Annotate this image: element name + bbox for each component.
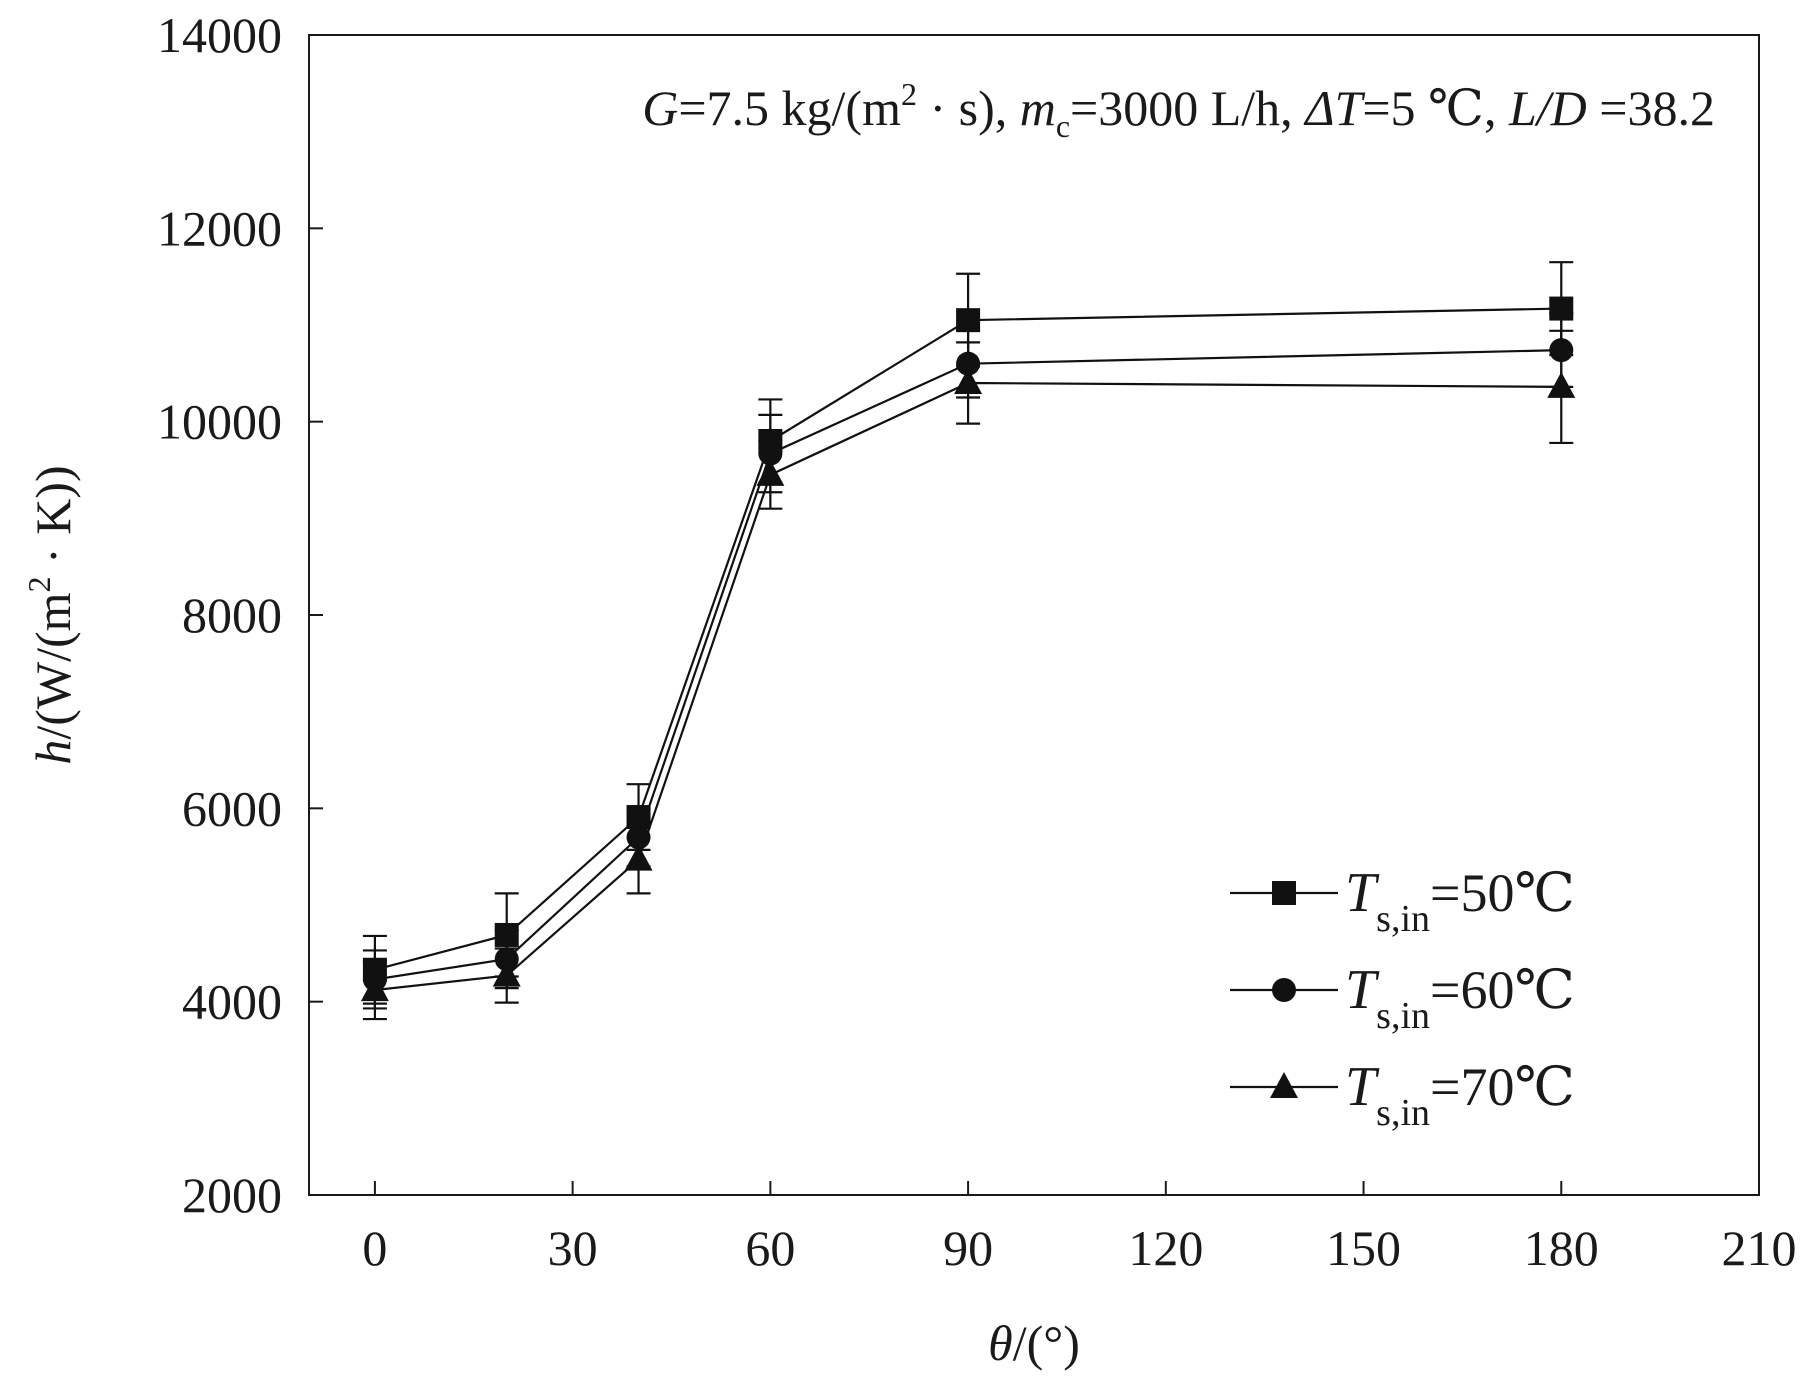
series-line <box>374 349 1562 981</box>
y-tick-label: 14000 <box>157 7 282 63</box>
x-tick-label: 120 <box>1128 1220 1203 1276</box>
triangle-marker <box>624 844 653 871</box>
square-marker <box>956 308 981 333</box>
legend-subscript: s,in <box>1376 995 1430 1037</box>
series-triangle <box>360 329 1576 1021</box>
legend-label: Ts,in=60℃ <box>1345 959 1575 1037</box>
y-tick-label: 6000 <box>182 780 282 836</box>
legend-label: Ts,in=50℃ <box>1345 862 1575 940</box>
square-marker <box>1272 881 1296 905</box>
circle-marker <box>1272 978 1296 1002</box>
plot-frame <box>308 34 1760 1196</box>
triangle-marker <box>492 960 521 987</box>
legend-item: Ts,in=70℃ <box>1230 1056 1575 1134</box>
y-axis-label: h/(W/(m2 · K)) <box>21 465 81 764</box>
legend-label: Ts,in=70℃ <box>1345 1056 1575 1134</box>
legend-item: Ts,in=50℃ <box>1230 862 1575 940</box>
x-tick-label: 60 <box>745 1220 795 1276</box>
x-tick-label: 0 <box>362 1220 387 1276</box>
y-tick-label: 12000 <box>157 200 282 256</box>
legend-value: =60℃ <box>1430 960 1575 1020</box>
triangle-marker <box>954 368 983 394</box>
series-line <box>374 307 1562 971</box>
y-tick-label: 8000 <box>182 587 282 643</box>
series-line <box>374 381 1562 992</box>
legend-subscript: s,in <box>1376 898 1430 940</box>
legend: Ts,in=50℃Ts,in=60℃Ts,in=70℃ <box>1230 862 1575 1134</box>
x-axis-label: θ/(°) <box>988 1315 1080 1371</box>
legend-symbol: T <box>1345 1056 1380 1118</box>
x-tick-label: 90 <box>943 1220 993 1276</box>
triangle-marker <box>1270 1072 1298 1098</box>
y-tick-label: 2000 <box>182 1167 282 1223</box>
x-tick-label: 210 <box>1722 1220 1797 1276</box>
legend-value: =50℃ <box>1430 863 1575 923</box>
y-tick-label: 4000 <box>182 974 282 1030</box>
triangle-marker <box>756 459 785 486</box>
annotation: G=7.5 kg/(m2 · s), mc=3000 L/h, ΔT=5 ℃, … <box>642 76 1715 144</box>
legend-subscript: s,in <box>1376 1092 1430 1134</box>
x-tick-label: 30 <box>548 1220 598 1276</box>
legend-value: =70℃ <box>1430 1057 1575 1117</box>
legend-symbol: T <box>1345 862 1380 924</box>
triangle-marker <box>1547 371 1576 398</box>
x-tick-label: 180 <box>1524 1220 1599 1276</box>
legend-symbol: T <box>1345 959 1380 1021</box>
y-tick-label: 10000 <box>157 394 282 450</box>
x-tick-label: 150 <box>1326 1220 1401 1276</box>
triangle-marker <box>360 975 389 1002</box>
legend-item: Ts,in=60℃ <box>1230 959 1575 1037</box>
